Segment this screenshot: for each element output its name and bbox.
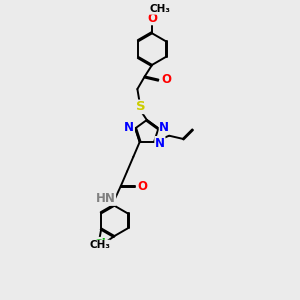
Text: CH₃: CH₃ [150, 4, 171, 14]
Text: N: N [155, 136, 165, 150]
Text: O: O [161, 73, 171, 86]
Text: O: O [137, 180, 147, 193]
Text: S: S [136, 100, 145, 113]
Text: CH₃: CH₃ [89, 240, 110, 250]
Text: N: N [159, 121, 169, 134]
Text: HN: HN [96, 192, 116, 205]
Text: O: O [147, 12, 157, 25]
Text: N: N [124, 121, 134, 134]
Text: Cl: Cl [93, 238, 106, 250]
Text: S: S [136, 100, 145, 113]
